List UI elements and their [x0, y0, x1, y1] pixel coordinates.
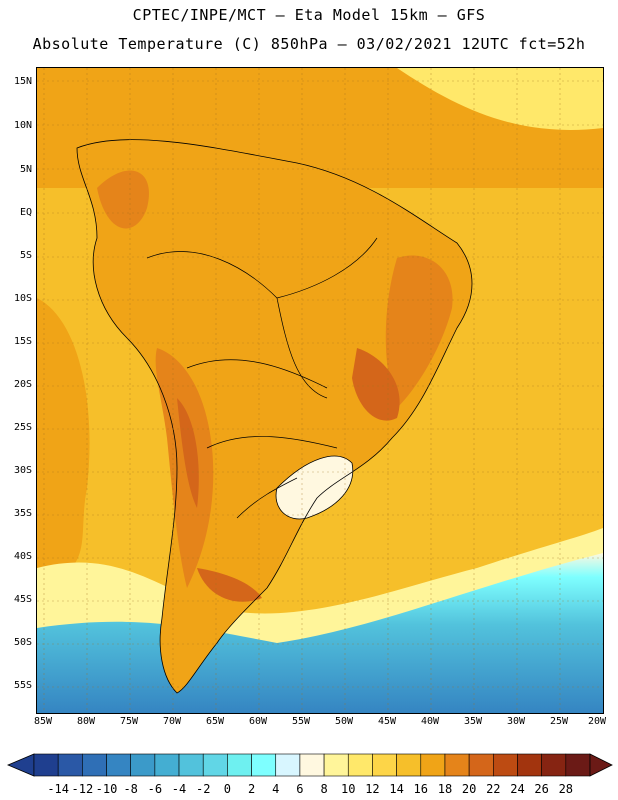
- lon-tick-label: 65W: [205, 716, 225, 727]
- colorbar-swatch: [178, 753, 204, 777]
- colorbar-swatch: [493, 753, 518, 777]
- colorbar-swatch: [468, 753, 494, 777]
- lat-tick-label: 50S: [13, 637, 32, 648]
- coastline: [76, 139, 473, 694]
- field-patagonia-hot: [197, 568, 262, 602]
- colorbar-tick-label: 2: [247, 782, 256, 796]
- colorbar-tick-label: 12: [365, 782, 380, 796]
- lat-tick-label: 45S: [13, 594, 32, 605]
- colorbar-swatch: [396, 753, 422, 777]
- colorbar-swatch: [130, 753, 156, 777]
- lon-tick-label: 80W: [76, 716, 96, 727]
- colorbar-swatch: [106, 753, 131, 777]
- field-central-brazil-hotter: [352, 348, 400, 421]
- lat-tick-label: 5S: [19, 250, 32, 261]
- lon-tick-label: 85W: [33, 716, 53, 727]
- colorbar-tick-label: 0: [223, 782, 231, 796]
- colorbar-swatch: [372, 753, 397, 777]
- colorbar-arrow-high: [589, 753, 613, 777]
- country-borders: [146, 237, 378, 519]
- colorbar-swatch: [251, 753, 277, 777]
- lat-tick-label: 10N: [13, 120, 32, 131]
- lon-tick-label: 50W: [334, 716, 354, 727]
- lat-tick-label: 55S: [13, 680, 32, 691]
- colorbar-tick-label: 6: [296, 782, 304, 796]
- colorbar-swatch: [275, 753, 301, 777]
- colorbar-swatch: [420, 753, 446, 777]
- lon-tick-label: 25W: [549, 716, 569, 727]
- lat-tick-label: 20S: [13, 379, 32, 390]
- field-pacific: [37, 298, 90, 588]
- colorbar-swatch: [57, 753, 83, 777]
- lon-tick-label: 55W: [291, 716, 311, 727]
- field-colombia-hot: [97, 170, 149, 229]
- colorbar-swatch: [227, 753, 252, 777]
- colorbar-tick-label: 16: [413, 782, 428, 796]
- colorbar-swatch: [154, 753, 180, 777]
- colorbar-tick-label: -8: [123, 782, 138, 796]
- map-frame: [36, 67, 604, 714]
- lat-tick-label: 15S: [13, 336, 32, 347]
- lon-tick-label: 20W: [587, 716, 607, 727]
- temperature-map: [37, 68, 603, 713]
- field-andes-hotter: [177, 398, 199, 508]
- chart-title-line1: CPTEC/INPE/MCT – Eta Model 15km – GFS: [132, 6, 486, 24]
- colorbar-swatch: [299, 753, 325, 777]
- lon-tick-label: 75W: [119, 716, 139, 727]
- colorbar-tick-label: 14: [389, 782, 404, 796]
- lat-tick-label: 5N: [19, 164, 32, 175]
- colorbar-swatch: [323, 753, 349, 777]
- colorbar-tick-label: 8: [320, 782, 328, 796]
- colorbar-tick-label: 26: [534, 782, 549, 796]
- colorbar-swatch: [517, 753, 542, 777]
- colorbar-swatch: [565, 753, 591, 777]
- colorbar-swatch: [444, 753, 470, 777]
- colorbar-tick-label: -4: [171, 782, 187, 796]
- colorbar-tick-label: 20: [461, 782, 477, 796]
- colorbar-tick-label: 28: [558, 782, 574, 796]
- colorbar-tick-label: -6: [147, 782, 163, 796]
- chart-title-line2: Absolute Temperature (C) 850hPa – 03/02/…: [32, 35, 586, 53]
- lat-tick-label: 25S: [13, 422, 32, 433]
- lat-tick-label: 30S: [13, 465, 32, 476]
- colorbar-tick-label: -14: [47, 782, 70, 796]
- colorbar-swatch: [33, 753, 59, 777]
- lon-tick-label: 30W: [506, 716, 526, 727]
- colorbar-swatch: [82, 753, 107, 777]
- lat-tick-label: 35S: [13, 508, 32, 519]
- lon-tick-label: 60W: [248, 716, 268, 727]
- land-south-america: [77, 139, 472, 693]
- colorbar-tick-label: -10: [95, 782, 118, 796]
- field-northeast-cool: [397, 68, 603, 130]
- lat-tick-label: 15N: [13, 76, 32, 87]
- colorbar-arrow-low: [6, 753, 35, 777]
- colorbar-swatch: [202, 753, 228, 777]
- colorbar-tick-label: -2: [195, 782, 211, 796]
- lon-tick-label: 35W: [463, 716, 483, 727]
- colorbar-tick-label: 18: [437, 782, 453, 796]
- field-andes-hot: [155, 348, 214, 588]
- field-northeast-brazil-hot: [385, 255, 453, 408]
- lon-tick-label: 70W: [162, 716, 182, 727]
- lat-tick-label: EQ: [19, 207, 32, 218]
- lat-tick-label: 10S: [13, 293, 32, 304]
- colorbar-tick-label: 24: [510, 782, 525, 796]
- lon-tick-label: 45W: [377, 716, 397, 727]
- colorbar-tick-label: 10: [341, 782, 356, 796]
- lat-tick-label: 40S: [13, 551, 32, 562]
- grid-lines: [37, 68, 603, 713]
- colorbar-tick-label: 4: [272, 782, 280, 796]
- colorbar-swatch: [541, 753, 567, 777]
- colorbar: [6, 753, 613, 777]
- colorbar-tick-label: -12: [71, 782, 94, 796]
- colorbar-tick-label: 22: [486, 782, 501, 796]
- lon-tick-label: 40W: [420, 716, 440, 727]
- colorbar-swatch: [347, 753, 373, 777]
